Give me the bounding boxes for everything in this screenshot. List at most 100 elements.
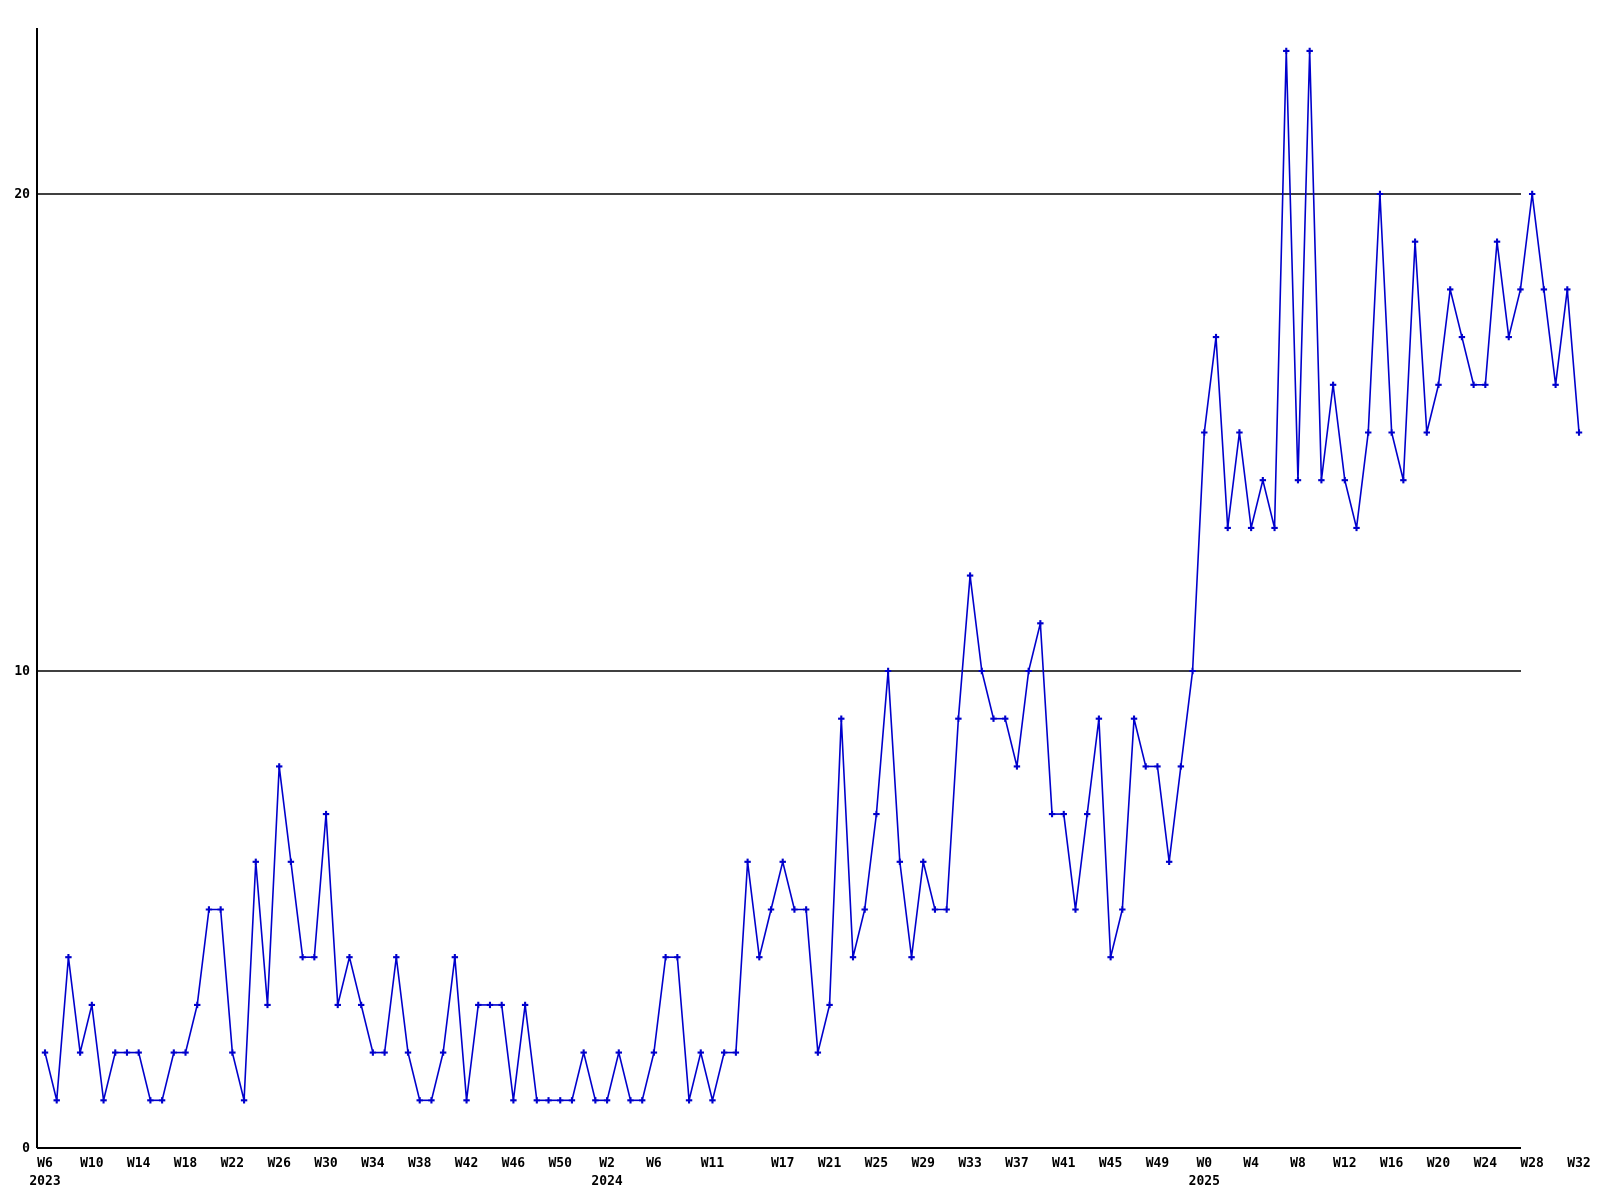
data-point-marker xyxy=(592,1097,599,1104)
data-point-marker xyxy=(1259,477,1267,484)
data-point-marker xyxy=(1083,810,1091,818)
data-point-marker xyxy=(486,1001,494,1009)
data-point-marker xyxy=(990,715,997,722)
data-point-marker xyxy=(627,1097,634,1104)
data-point-marker xyxy=(1189,667,1196,675)
data-point-marker xyxy=(1411,238,1419,245)
data-point-marker xyxy=(1423,429,1430,436)
data-point-marker xyxy=(1400,477,1407,484)
gridlines xyxy=(37,193,1521,672)
x-tick-label-w34: W34 xyxy=(361,1156,385,1171)
data-point-marker xyxy=(182,1049,189,1056)
x-tick-label-w50: W50 xyxy=(548,1156,572,1171)
data-point-marker xyxy=(311,954,318,961)
data-point-marker xyxy=(908,954,915,961)
data-point-marker xyxy=(88,1001,96,1009)
x-tick-label-w21: W21 xyxy=(817,1156,842,1171)
x-tick-label-w41: W41 xyxy=(1052,1156,1076,1171)
x-tick-label-w30: W30 xyxy=(314,1156,338,1171)
data-point-marker xyxy=(65,954,72,961)
data-point-marker xyxy=(1212,333,1220,341)
data-point-marker xyxy=(1013,763,1021,770)
data-point-marker xyxy=(357,1001,365,1009)
data-point-marker xyxy=(1482,381,1489,388)
data-point-marker xyxy=(369,1049,377,1056)
data-point-marker xyxy=(744,858,751,865)
data-point-marker xyxy=(346,954,353,961)
data-point-marker xyxy=(1154,763,1161,770)
data-point-marker xyxy=(1236,429,1243,436)
y-tick-label-20: 20 xyxy=(14,187,30,202)
data-point-marker xyxy=(861,906,868,913)
data-point-marker xyxy=(650,1049,658,1056)
data-point-marker xyxy=(41,1049,49,1056)
data-point-marker xyxy=(920,858,927,865)
data-point-marker xyxy=(1048,810,1056,818)
data-point-marker xyxy=(439,1049,447,1056)
data-point-marker xyxy=(463,1097,470,1104)
data-point-marker xyxy=(1224,524,1231,532)
data-point-marker xyxy=(229,1049,236,1056)
data-point-marker xyxy=(1271,524,1278,532)
data-point-marker xyxy=(1025,667,1032,675)
data-point-marker xyxy=(674,954,681,961)
x-tick-label-w17: W17 xyxy=(770,1156,795,1171)
data-point-marker xyxy=(1107,954,1114,961)
data-point-marker xyxy=(896,858,904,865)
data-point-marker xyxy=(802,906,810,913)
data-point-marker xyxy=(1552,381,1559,388)
data-point-marker xyxy=(978,667,985,675)
data-point-marker xyxy=(1318,477,1325,484)
data-point-marker xyxy=(767,906,775,913)
data-point-marker xyxy=(955,715,962,722)
axis-lines xyxy=(36,28,1521,1149)
data-point-marker xyxy=(264,1001,271,1009)
data-point-marker xyxy=(100,1097,107,1104)
x-tick-label-w18: W18 xyxy=(173,1156,198,1171)
data-point-marker xyxy=(1130,715,1138,722)
y-tick-label-10: 10 xyxy=(14,664,30,679)
data-point-marker xyxy=(1341,477,1349,484)
data-point-marker xyxy=(112,1049,119,1056)
data-point-marker xyxy=(533,1097,541,1104)
data-point-marker xyxy=(884,667,892,675)
data-point-marker xyxy=(393,954,400,961)
data-point-marker xyxy=(475,1001,482,1009)
data-point-marker xyxy=(1388,429,1395,436)
data-point-marker xyxy=(779,858,786,865)
data-point-marker xyxy=(1435,381,1442,388)
x-tick-label-w33: W33 xyxy=(958,1156,982,1171)
x-tick-label-w10: W10 xyxy=(80,1156,104,1171)
data-point-marker xyxy=(756,954,763,961)
data-point-marker xyxy=(1365,429,1372,436)
data-point-marker xyxy=(1470,381,1477,388)
x-tick-label-w46: W46 xyxy=(501,1156,526,1171)
data-point-marker xyxy=(240,1097,248,1104)
x-tick-label-w6: W6 xyxy=(37,1156,53,1171)
data-point-marker xyxy=(1037,620,1044,627)
data-point-marker xyxy=(1517,286,1524,293)
data-point-marker xyxy=(615,1049,622,1056)
data-point-marker xyxy=(1458,333,1466,341)
x-tick-label-w22: W22 xyxy=(220,1156,245,1171)
data-point-marker xyxy=(194,1001,201,1009)
data-point-marker xyxy=(580,1049,587,1056)
data-point-marker xyxy=(276,763,283,770)
x-tick-label-w8: W8 xyxy=(1290,1156,1306,1171)
data-point-marker xyxy=(170,1049,178,1056)
data-point-marker xyxy=(966,572,974,579)
data-point-marker xyxy=(873,810,880,818)
data-point-marker xyxy=(791,906,798,913)
data-point-marker xyxy=(1165,858,1173,865)
x-tick-label-w20: W20 xyxy=(1426,1156,1451,1171)
data-point-marker xyxy=(252,858,259,865)
data-point-marker xyxy=(639,1097,646,1104)
data-point-marker xyxy=(1283,47,1290,55)
x-tick-label-w45: W45 xyxy=(1098,1156,1123,1171)
y-tick-label-0: 0 xyxy=(22,1141,30,1156)
data-point-marker xyxy=(685,1097,693,1104)
data-point-marker xyxy=(849,954,857,961)
data-point-marker xyxy=(1142,763,1149,770)
x-tick-label-w0: W0 xyxy=(1196,1156,1213,1171)
data-point-marker xyxy=(299,954,306,961)
